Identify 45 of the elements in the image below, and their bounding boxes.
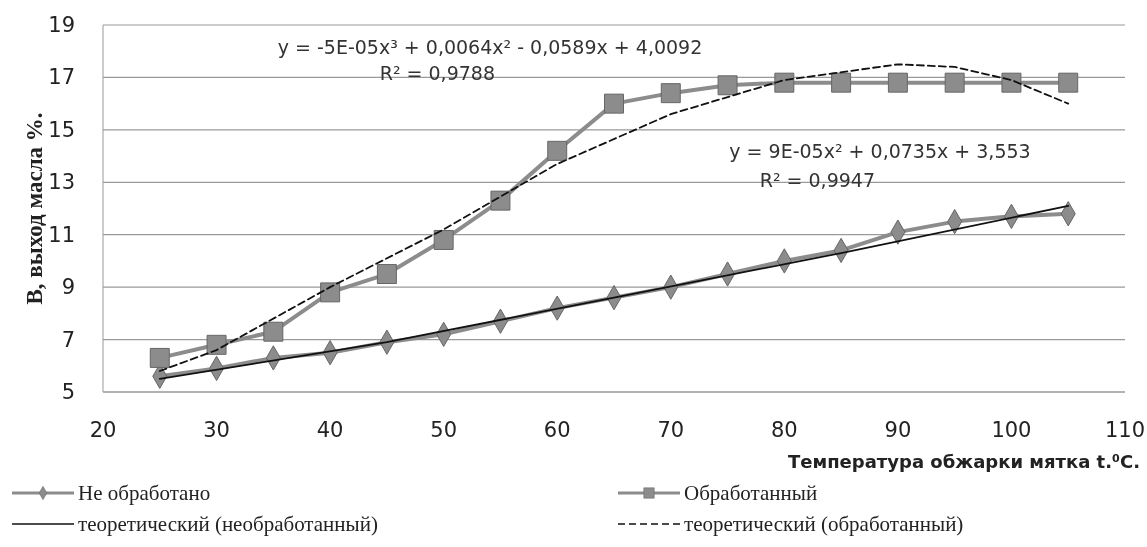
- legend-label: теоретический (необработанный): [78, 512, 378, 536]
- point: [490, 190, 511, 211]
- y-axis-title: В, выход масла %.: [22, 112, 47, 305]
- annotation: y = -5E-05x³ + 0,0064x² - 0,0589x + 4,0092: [277, 36, 703, 58]
- point: [320, 282, 341, 303]
- point: [717, 75, 738, 96]
- legend-label: теоретический (обработанный): [684, 512, 964, 536]
- point: [1058, 72, 1079, 93]
- point: [831, 72, 852, 93]
- point: [206, 334, 227, 355]
- annotation: y = 9E-05x² + 0,0735x + 3,553: [729, 140, 1031, 162]
- annotation: R² = 0,9947: [759, 169, 875, 191]
- y-tick-label: 7: [61, 327, 75, 352]
- x-tick-label: 30: [203, 418, 230, 442]
- legend-label: Не обработано: [78, 481, 211, 505]
- x-tick-label: 20: [89, 418, 117, 442]
- x-tick-label: 60: [543, 418, 571, 442]
- point: [1001, 72, 1022, 93]
- y-tick-label: 13: [48, 170, 75, 195]
- annotation: R² = 0,9788: [379, 62, 495, 84]
- y-tick-label: 5: [61, 380, 75, 404]
- point: [149, 347, 170, 368]
- point: [887, 72, 908, 93]
- x-tick-label: 100: [991, 418, 1032, 442]
- point: [547, 140, 568, 161]
- x-axis-title: Температура обжарки мятка t.⁰C.: [787, 451, 1140, 472]
- point: [944, 72, 965, 93]
- legend-label: Обработанный: [684, 481, 818, 505]
- point: [774, 72, 795, 93]
- point: [263, 321, 284, 342]
- y-tick-label: 19: [48, 13, 75, 37]
- point: [376, 264, 397, 285]
- x-tick-label: 70: [657, 418, 685, 442]
- y-tick-label: 15: [48, 117, 75, 142]
- y-tick-label: 9: [61, 275, 75, 300]
- y-tick-label: 11: [48, 222, 75, 247]
- x-tick-label: 90: [884, 418, 912, 442]
- x-tick-label: 80: [770, 418, 798, 442]
- point: [433, 229, 454, 250]
- point: [660, 83, 681, 104]
- x-tick-label: 50: [430, 418, 458, 442]
- y-tick-label: 17: [48, 65, 75, 90]
- x-tick-label: 40: [316, 418, 344, 442]
- x-tick-label: 110: [1104, 418, 1146, 442]
- point: [604, 93, 624, 114]
